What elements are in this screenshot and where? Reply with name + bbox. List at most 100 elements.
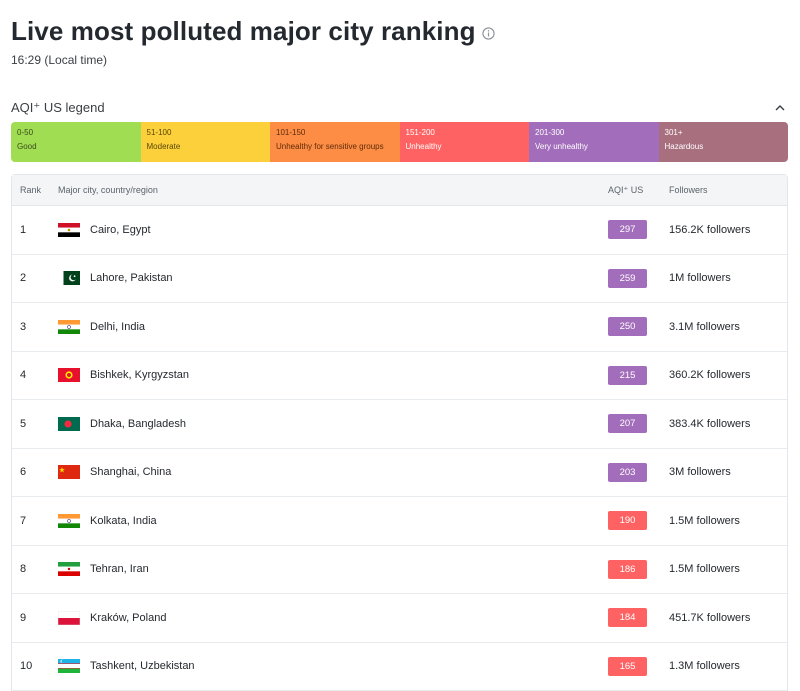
city-cell[interactable]: Dhaka, Bangladesh <box>58 416 608 431</box>
aqi-cell: 259 <box>608 268 669 288</box>
rank-cell: 4 <box>20 369 27 382</box>
aqi-legend-bar: 0-50 Good 51-100 Moderate 101-150 Unhealthy f… <box>11 122 788 162</box>
city-cell[interactable]: Shanghai, China <box>58 465 608 480</box>
table-row[interactable]: 2 Lahore, Pakistan 259 1M followers <box>12 255 787 303</box>
city-cell[interactable]: Kraków, Poland <box>57 610 608 625</box>
header-rank: Rank <box>20 185 42 195</box>
rank-cell: 7 <box>20 514 27 527</box>
aqi-badge: 259 <box>608 268 647 288</box>
table-row[interactable]: 8 Tehran, Iran 186 1.5M followers <box>12 546 787 594</box>
kyrgyzstan-flag-icon <box>58 368 80 383</box>
legend-level: Moderate <box>146 142 181 151</box>
table-row[interactable]: 5 Dhaka, Bangladesh 207 383.4K followers <box>12 400 787 449</box>
legend-segment: 151-200 Unhealthy <box>399 122 529 162</box>
header-city: Major city, country/region <box>58 185 158 195</box>
aqi-badge: 297 <box>608 220 647 240</box>
city-cell[interactable]: Kolkata, India <box>58 513 608 528</box>
china-flag-icon <box>58 465 80 480</box>
table-row[interactable]: 7 Kolkata, India 190 1.5M followers <box>12 497 787 546</box>
aqi-badge: 165 <box>608 656 647 676</box>
uzbekistan-flag-icon <box>58 659 80 674</box>
legend-segment: 301+ Hazardous <box>658 122 788 162</box>
local-time: 16:29 (Local time) <box>11 53 108 67</box>
city-cell[interactable]: Tashkent, Uzbekistan <box>58 659 608 674</box>
city-cell[interactable]: Cairo, Egypt <box>58 222 608 237</box>
aqi-cell: 207 <box>608 414 669 434</box>
rank-cell: 5 <box>20 417 27 430</box>
table-header: Rank Major city, country/region AQI⁺ US … <box>12 175 787 206</box>
aqi-cell: 165 <box>608 656 669 676</box>
bangladesh-flag-icon <box>58 416 80 431</box>
aqi-badge: 250 <box>608 317 647 337</box>
followers-cell: 3M followers <box>669 466 731 479</box>
city-cell[interactable]: Bishkek, Kyrgyzstan <box>58 368 608 383</box>
chevron-up-icon[interactable] <box>774 102 786 114</box>
rank-cell: 2 <box>20 272 27 285</box>
aqi-cell: 250 <box>608 317 669 337</box>
legend-range: 0-50 <box>17 128 34 137</box>
rank-cell: 3 <box>20 320 27 333</box>
legend-level: Very unhealthy <box>535 142 588 151</box>
legend-segment: 0-50 Good <box>11 122 141 162</box>
title-row: Live most polluted major city ranking <box>11 16 495 47</box>
city-cell[interactable]: Delhi, India <box>58 319 608 334</box>
legend-range: 301+ <box>664 128 683 137</box>
city-name[interactable]: Shanghai, China <box>90 466 172 479</box>
followers-cell: 1M followers <box>669 272 731 285</box>
legend-level: Unhealthy for sensitive groups <box>276 142 384 151</box>
table-body: 1 Cairo, Egypt 297 156.2K followers 2 Lahore,… <box>12 206 787 691</box>
followers-cell: 360.2K followers <box>669 369 751 382</box>
legend-title: AQI⁺ US legend <box>11 100 105 115</box>
city-name[interactable]: Tehran, Iran <box>90 563 149 576</box>
city-name[interactable]: Delhi, India <box>90 320 146 333</box>
legend-level: Unhealthy <box>405 142 442 151</box>
india-flag-icon <box>58 319 80 334</box>
aqi-cell: 190 <box>608 511 669 531</box>
rank-cell: 6 <box>20 466 27 479</box>
followers-cell: 3.1M followers <box>669 320 740 333</box>
city-cell[interactable]: Tehran, Iran <box>58 562 608 577</box>
info-icon[interactable] <box>481 27 495 40</box>
legend-header[interactable]: AQI⁺ US legend <box>11 100 788 116</box>
city-name[interactable]: Tashkent, Uzbekistan <box>90 660 195 673</box>
city-name[interactable]: Kolkata, India <box>90 514 157 527</box>
ranking-table: Rank Major city, country/region AQI⁺ US … <box>11 174 788 691</box>
followers-cell: 156.2K followers <box>669 223 751 236</box>
aqi-badge: 184 <box>608 608 647 628</box>
city-cell[interactable]: Lahore, Pakistan <box>58 271 608 286</box>
followers-cell: 383.4K followers <box>669 417 751 430</box>
rank-cell: 9 <box>20 611 27 624</box>
table-row[interactable]: 10 Tashkent, Uzbekistan 165 1.3M followers <box>12 643 787 691</box>
header-followers: Followers <box>669 185 708 195</box>
aqi-cell: 186 <box>608 559 669 579</box>
city-name[interactable]: Bishkek, Kyrgyzstan <box>90 369 190 382</box>
table-row[interactable]: 1 Cairo, Egypt 297 156.2K followers <box>12 206 787 255</box>
followers-cell: 1.5M followers <box>669 563 740 576</box>
aqi-badge: 203 <box>608 462 647 482</box>
city-name[interactable]: Dhaka, Bangladesh <box>90 417 187 430</box>
followers-cell: 451.7K followers <box>669 611 751 624</box>
city-name[interactable]: Lahore, Pakistan <box>90 272 173 285</box>
aqi-cell: 184 <box>608 608 669 628</box>
egypt-flag-icon <box>58 222 80 237</box>
table-row[interactable]: 9 Kraków, Poland 184 451.7K followers <box>12 594 787 643</box>
page-title: Live most polluted major city ranking <box>11 16 476 46</box>
rank-cell: 1 <box>20 223 27 236</box>
aqi-badge: 190 <box>608 511 647 531</box>
city-name[interactable]: Cairo, Egypt <box>90 223 151 236</box>
legend-segment: 101-150 Unhealthy for sensitive groups <box>270 122 400 162</box>
pakistan-flag-icon <box>58 271 80 286</box>
table-row[interactable]: 3 Delhi, India 250 3.1M followers <box>12 303 787 352</box>
table-row[interactable]: 4 Bishkek, Kyrgyzstan 215 360.2K followers <box>12 352 787 400</box>
legend-level: Hazardous <box>664 142 704 151</box>
legend-level: Good <box>17 142 37 151</box>
legend-range: 151-200 <box>405 128 435 137</box>
legend-segment: 201-300 Very unhealthy <box>529 122 659 162</box>
rank-cell: 8 <box>20 563 27 576</box>
legend-range: 101-150 <box>276 128 306 137</box>
city-name[interactable]: Kraków, Poland <box>90 611 167 624</box>
table-row[interactable]: 6 Shanghai, China 203 3M followers <box>12 449 787 497</box>
followers-cell: 1.3M followers <box>669 660 740 673</box>
aqi-badge: 186 <box>608 559 647 579</box>
